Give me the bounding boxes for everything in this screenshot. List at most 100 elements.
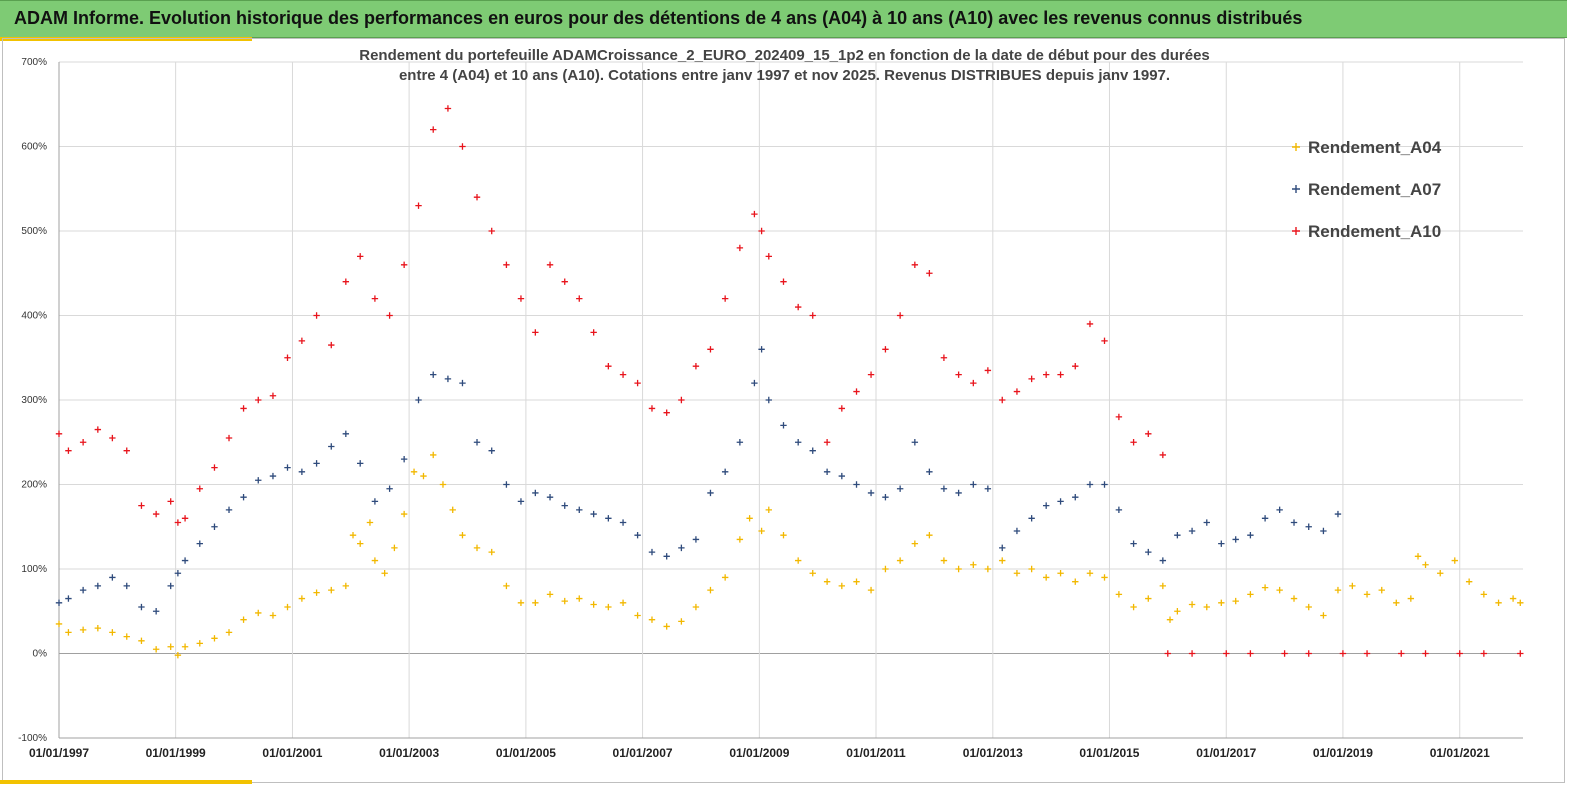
data-point (1166, 616, 1174, 623)
grid-layer (58, 61, 1523, 739)
x-tick-label: 01/01/2015 (1079, 746, 1139, 760)
data-point (391, 544, 398, 552)
data-point (444, 105, 452, 112)
data-point (225, 629, 233, 636)
data-point (758, 527, 765, 535)
data-point (381, 570, 388, 577)
data-point (386, 485, 393, 492)
data-point (882, 493, 889, 501)
data-point (328, 586, 335, 594)
data-point (225, 506, 233, 514)
data-point (459, 379, 466, 387)
title-banner: ADAM Informe. Evolution historique des p… (0, 0, 1567, 38)
data-point (663, 623, 670, 630)
data-point (758, 227, 765, 235)
chart-frame (2, 38, 1565, 783)
data-point (721, 574, 729, 581)
data-point (532, 599, 539, 606)
data-point (940, 485, 948, 492)
data-point (984, 565, 992, 573)
x-tick-label: 01/01/2013 (963, 746, 1023, 760)
data-point (1072, 493, 1079, 501)
data-point (269, 612, 277, 619)
data-point (955, 371, 962, 378)
data-point (546, 591, 554, 598)
data-point (255, 477, 262, 484)
data-point (1276, 506, 1283, 514)
legend-item: Rendement_A04 (1292, 138, 1442, 157)
data-point (736, 536, 744, 543)
data-point (721, 295, 729, 302)
data-point (152, 608, 160, 615)
data-point (1174, 608, 1181, 615)
data-point (449, 506, 456, 514)
data-point (1290, 519, 1298, 526)
data-point (663, 553, 670, 560)
data-point (590, 329, 597, 336)
data-point (619, 519, 627, 526)
data-point (955, 489, 962, 497)
data-point (678, 618, 685, 625)
data-point (896, 312, 904, 319)
data-point (746, 515, 753, 522)
data-point (1159, 582, 1167, 590)
data-point (1334, 510, 1342, 518)
data-point (1145, 430, 1152, 437)
data-point (619, 371, 627, 378)
data-point (313, 312, 320, 319)
data-point (174, 519, 182, 526)
data-point (1305, 603, 1312, 611)
data-point (152, 510, 160, 518)
data-point (240, 493, 247, 501)
data-point (1145, 595, 1152, 602)
data-point (721, 468, 729, 476)
data-point (867, 586, 875, 594)
data-point (853, 388, 860, 395)
data-point (940, 557, 948, 564)
data-point (1232, 536, 1239, 543)
data-point (123, 582, 130, 590)
data-point (940, 354, 948, 361)
data-point (1451, 557, 1458, 564)
data-point (1517, 599, 1524, 606)
data-point (809, 570, 816, 577)
data-point (605, 363, 612, 370)
data-point (648, 616, 656, 623)
data-point (1509, 595, 1517, 602)
data-point (488, 227, 495, 235)
data-point (269, 472, 277, 480)
data-point (867, 489, 875, 497)
y-tick-label: -100% (18, 733, 47, 744)
data-point (896, 557, 904, 564)
data-point (1363, 591, 1371, 598)
data-point (1188, 650, 1196, 657)
data-point (65, 447, 72, 454)
data-point (255, 609, 262, 617)
data-point (1480, 591, 1488, 598)
data-point (590, 601, 597, 608)
data-point (1393, 599, 1400, 606)
data-point (896, 485, 904, 492)
data-point (999, 557, 1006, 564)
data-point (94, 624, 102, 632)
data-point (970, 481, 977, 488)
data-point (1174, 532, 1181, 539)
data-point (751, 379, 758, 387)
data-point (1115, 506, 1123, 514)
data-point (371, 557, 379, 564)
data-point (1363, 650, 1371, 657)
data-point (386, 312, 393, 319)
data-point (1086, 570, 1094, 577)
data-point (196, 540, 203, 547)
data-point (211, 464, 218, 471)
data-point (794, 557, 802, 564)
data-point (65, 629, 72, 636)
legend-label: Rendement_A10 (1308, 222, 1441, 241)
data-point (284, 464, 291, 471)
data-point (65, 595, 72, 602)
data-point (1042, 502, 1050, 509)
data-point (911, 439, 919, 446)
data-point (55, 430, 63, 437)
legend-marker (1292, 185, 1300, 193)
data-point (1261, 584, 1269, 591)
